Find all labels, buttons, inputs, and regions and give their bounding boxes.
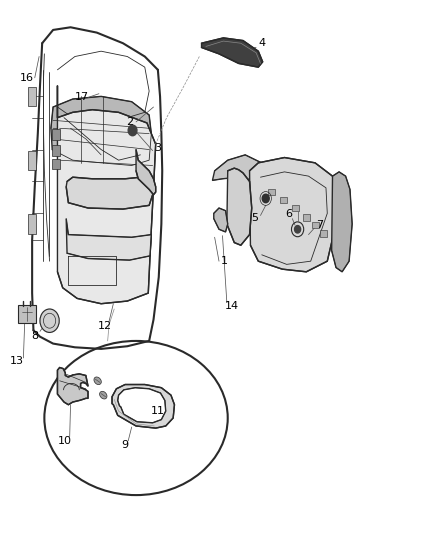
Text: 3: 3 xyxy=(154,143,161,154)
Polygon shape xyxy=(66,176,153,209)
Bar xyxy=(303,214,310,221)
Polygon shape xyxy=(250,158,337,272)
Text: 10: 10 xyxy=(58,436,72,446)
Polygon shape xyxy=(66,219,151,260)
Polygon shape xyxy=(212,155,278,187)
Polygon shape xyxy=(118,387,166,423)
Text: 14: 14 xyxy=(225,301,239,311)
Circle shape xyxy=(294,225,300,233)
Circle shape xyxy=(40,309,59,333)
Polygon shape xyxy=(227,168,252,245)
Text: 4: 4 xyxy=(258,38,265,48)
Bar xyxy=(52,159,60,169)
Bar xyxy=(311,222,318,228)
Bar xyxy=(292,205,299,211)
Text: 9: 9 xyxy=(122,440,129,450)
Bar xyxy=(28,214,36,233)
Polygon shape xyxy=(332,172,352,272)
Ellipse shape xyxy=(99,391,107,399)
Bar xyxy=(28,151,36,169)
Polygon shape xyxy=(57,86,155,304)
Bar xyxy=(28,87,36,106)
Circle shape xyxy=(262,194,269,203)
Bar xyxy=(268,189,275,195)
Text: 6: 6 xyxy=(286,209,292,220)
Text: 7: 7 xyxy=(316,220,323,230)
Text: 11: 11 xyxy=(151,406,165,416)
Text: 2: 2 xyxy=(126,117,133,127)
Polygon shape xyxy=(214,208,228,232)
Ellipse shape xyxy=(94,377,101,385)
Text: 12: 12 xyxy=(98,321,112,331)
Bar xyxy=(320,230,327,237)
Bar xyxy=(52,146,60,156)
Bar xyxy=(52,130,60,140)
Text: 17: 17 xyxy=(74,92,88,102)
Text: 8: 8 xyxy=(31,330,38,341)
Circle shape xyxy=(128,125,137,136)
FancyBboxPatch shape xyxy=(18,305,36,324)
Polygon shape xyxy=(57,368,88,405)
Polygon shape xyxy=(112,384,174,428)
Text: 16: 16 xyxy=(20,73,34,83)
Text: 1: 1 xyxy=(221,256,228,266)
Polygon shape xyxy=(51,96,151,165)
Polygon shape xyxy=(136,150,155,195)
Bar xyxy=(280,197,287,203)
Polygon shape xyxy=(201,38,263,67)
Text: 5: 5 xyxy=(251,213,258,223)
Text: 13: 13 xyxy=(10,356,24,366)
